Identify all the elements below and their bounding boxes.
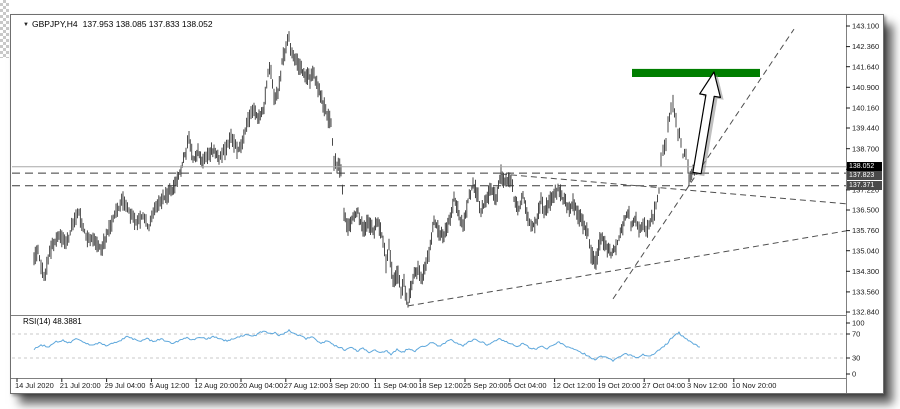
svg-text:3 Sep 20:00: 3 Sep 20:00 (329, 381, 369, 390)
svg-text:143.100: 143.100 (852, 22, 879, 31)
chart-title: ▼ GBPJPY,H4 137.953 138.085 137.833 138.05… (23, 19, 213, 29)
symbol-dropdown-icon[interactable]: ▼ (23, 22, 29, 28)
svg-text:12 Aug 20:00: 12 Aug 20:00 (194, 381, 238, 390)
svg-text:10 Nov 20:00: 10 Nov 20:00 (732, 381, 777, 390)
breakout-arrow (692, 71, 724, 177)
svg-text:19 Oct 20:00: 19 Oct 20:00 (597, 381, 640, 390)
svg-text:25 Sep 20:00: 25 Sep 20:00 (463, 381, 508, 390)
svg-text:70: 70 (852, 330, 860, 339)
price-series (33, 31, 700, 308)
svg-text:11 Sep 04:00: 11 Sep 04:00 (373, 381, 417, 390)
trendlines (407, 28, 847, 307)
svg-text:135.760: 135.760 (852, 226, 879, 235)
symbol-timeframe-label: GBPJPY,H4 (31, 19, 78, 29)
svg-text:0: 0 (852, 370, 856, 379)
svg-text:136.500: 136.500 (852, 206, 879, 215)
svg-text:30: 30 (852, 354, 860, 363)
svg-text:132.840: 132.840 (852, 308, 879, 317)
rsi-indicator-label: RSI(14) 48.3881 (23, 317, 82, 326)
level-lines (12, 166, 846, 187)
rsi-plot (12, 329, 846, 362)
svg-text:138.700: 138.700 (852, 144, 879, 153)
target-zone (632, 68, 760, 77)
svg-text:12 Oct 12:00: 12 Oct 12:00 (553, 381, 596, 390)
svg-text:5 Aug 12:00: 5 Aug 12:00 (149, 381, 189, 390)
svg-text:14 Jul 2020: 14 Jul 2020 (15, 381, 54, 390)
svg-text:20 Aug 04:00: 20 Aug 04:00 (239, 381, 283, 390)
time-scale: 14 Jul 2020 21 Jul 20:00 29 Jul 04:00 5 Aug… (15, 378, 777, 390)
current-price-marker: 138.052 (847, 162, 882, 171)
svg-text:5 Oct 04:00: 5 Oct 04:00 (508, 381, 547, 390)
svg-text:141.640: 141.640 (852, 62, 879, 71)
svg-text:137.220: 137.220 (852, 186, 879, 195)
svg-text:140.900: 140.900 (852, 83, 879, 92)
svg-text:21 Jul 20:00: 21 Jul 20:00 (60, 381, 101, 390)
pane-separators (11, 315, 883, 379)
svg-text:135.040: 135.040 (852, 246, 879, 255)
chart-window: 143.100 142.360 141.640 140.900 140.160 139.4… (10, 14, 884, 394)
ohlc-values: 137.953 138.085 137.833 138.052 (82, 19, 213, 29)
svg-text:140.160: 140.160 (852, 104, 879, 113)
support-level-marker: 137.371 (847, 181, 882, 190)
transparency-artifact (0, 0, 9, 58)
svg-text:3 Nov 12:00: 3 Nov 12:00 (687, 381, 727, 390)
svg-text:29 Jul 04:00: 29 Jul 04:00 (105, 381, 146, 390)
svg-text:133.560: 133.560 (852, 288, 879, 297)
svg-text:142.360: 142.360 (852, 42, 879, 51)
svg-text:27 Oct 04:00: 27 Oct 04:00 (642, 381, 685, 390)
price-scale: 143.100 142.360 141.640 140.900 140.160 139.4… (846, 15, 883, 393)
svg-text:27 Aug 12:00: 27 Aug 12:00 (284, 381, 328, 390)
svg-text:134.300: 134.300 (852, 267, 879, 276)
svg-text:139.440: 139.440 (852, 124, 879, 133)
resistance-level-marker: 137.823 (847, 171, 882, 180)
svg-text:100: 100 (852, 319, 865, 328)
svg-text:18 Sep 12:00: 18 Sep 12:00 (418, 381, 463, 390)
chart-canvas[interactable]: 143.100 142.360 141.640 140.900 140.160 139.4… (11, 15, 883, 393)
